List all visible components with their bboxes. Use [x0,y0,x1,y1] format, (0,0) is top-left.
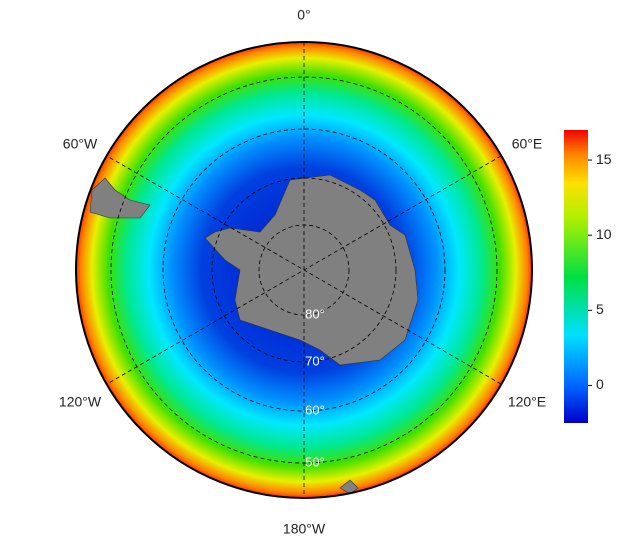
colorbar-tick-label: 5 [596,301,604,317]
south-america [89,177,151,219]
colorbar-tick-label: 10 [596,226,612,242]
colorbar [564,130,588,423]
meridian [106,155,502,385]
lon-label: 0° [297,7,310,23]
lon-label: 120°W [59,394,102,410]
lat-label: 70° [305,353,325,368]
lat-label: 80° [305,306,325,321]
new-zealand [339,479,359,495]
lon-label: 60°E [512,136,543,152]
antarctica [204,174,419,366]
lat-circle [162,128,446,412]
lon-label: 120°E [508,394,546,410]
graticule [106,42,502,498]
lat-label: 60° [305,402,325,417]
lat-label: 50° [305,454,325,469]
lon-label: 60°W [63,136,98,152]
map-border [75,41,533,499]
colorbar-tick-label: 15 [596,151,612,167]
lon-label: 180°W [283,521,326,537]
lat-circle [211,177,397,363]
colorbar-tick-label: 0 [596,376,604,392]
